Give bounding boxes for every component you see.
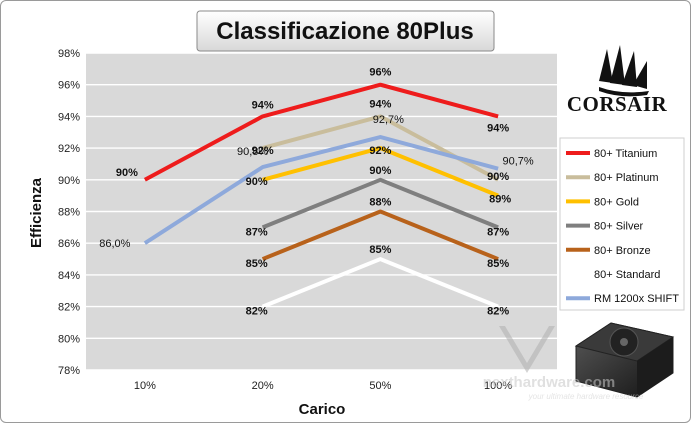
series-line xyxy=(261,257,499,309)
legend-label: 80+ Platinum xyxy=(594,172,659,184)
data-label: 96% xyxy=(369,67,391,79)
series-line xyxy=(143,135,499,245)
y-tick-label: 98% xyxy=(58,48,80,60)
y-tick-label: 86% xyxy=(58,238,80,250)
data-label: 87% xyxy=(246,226,268,238)
y-tick-label: 82% xyxy=(58,302,80,314)
gridlines xyxy=(86,52,557,371)
legend-label: 80+ Silver xyxy=(594,221,644,233)
x-axis-ticks: 10% 20% 50% 100% xyxy=(134,380,513,392)
data-label: 94% xyxy=(369,98,391,110)
x-tick-label: 20% xyxy=(252,380,274,392)
psu-unit-image xyxy=(574,322,675,398)
data-label: 89% xyxy=(489,194,511,206)
data-label: 82% xyxy=(246,306,268,318)
legend-label: 80+ Titanium xyxy=(594,148,657,160)
data-label: 90% xyxy=(487,171,509,183)
x-tick-label: 100% xyxy=(484,380,512,392)
series-line xyxy=(262,146,499,198)
series-line xyxy=(143,82,499,182)
series-line xyxy=(261,209,499,261)
data-labels: 90% 94% 96% 94% 92% 94% 90% 90% 92% 89% 87% 90% 87% 8… xyxy=(99,67,534,318)
title-box xyxy=(196,10,495,52)
data-label: 85% xyxy=(487,258,509,270)
legend: 80+ Titanium 80+ Platinum 80+ Gold 80+ Silv… xyxy=(566,148,679,305)
data-label: 90% xyxy=(116,167,138,179)
series-lines xyxy=(143,82,500,309)
y-tick-label: 90% xyxy=(58,175,80,187)
y-tick-label: 80% xyxy=(58,333,80,345)
legend-label: 80+ Bronze xyxy=(594,245,651,257)
y-axis-ticks: 78% 80% 82% 84% 86% 88% 90% 92% 94% 96% 98% xyxy=(58,48,80,377)
y-axis-title: Efficienza xyxy=(28,177,45,248)
x-axis-title: Carico xyxy=(299,401,346,418)
data-label: 90% xyxy=(246,176,268,188)
data-label: 90,8% xyxy=(237,146,268,158)
y-tick-label: 96% xyxy=(58,80,80,92)
x-tick-label: 10% xyxy=(134,380,156,392)
data-label: 92,7% xyxy=(373,114,404,126)
y-tick-label: 94% xyxy=(58,111,80,123)
nexthardware-watermark: nexthardware.com your ultimate hardware … xyxy=(483,326,644,401)
data-label: 88% xyxy=(369,197,391,209)
legend-label: 80+ Standard xyxy=(594,269,660,281)
data-label: 87% xyxy=(487,226,509,238)
corsair-sails-logo-icon xyxy=(599,45,649,97)
watermark-name: nexthardware.com xyxy=(483,374,616,391)
data-label: 94% xyxy=(252,99,274,111)
series-line xyxy=(261,177,499,230)
data-label: 85% xyxy=(369,244,391,256)
y-tick-label: 88% xyxy=(58,207,80,219)
data-label: 90,7% xyxy=(503,156,534,168)
data-label: 92% xyxy=(369,145,391,157)
x-tick-label: 50% xyxy=(369,380,391,392)
y-tick-label: 84% xyxy=(58,270,80,282)
watermark-tagline: your ultimate hardware resource xyxy=(528,392,644,401)
data-label: 85% xyxy=(246,258,268,270)
y-tick-label: 78% xyxy=(58,365,80,377)
legend-label: 80+ Gold xyxy=(594,196,639,208)
data-label: 94% xyxy=(487,122,509,134)
data-label: 90% xyxy=(369,165,391,177)
chart-title: Classificazione 80Plus xyxy=(216,18,473,45)
corsair-wordmark: CORSAIR xyxy=(567,92,668,116)
data-label: 92% xyxy=(252,145,274,157)
legend-label: RM 1200x SHIFT xyxy=(594,293,679,305)
y-tick-label: 92% xyxy=(58,143,80,155)
data-label: 86,0% xyxy=(99,238,130,250)
data-label: 82% xyxy=(487,306,509,318)
